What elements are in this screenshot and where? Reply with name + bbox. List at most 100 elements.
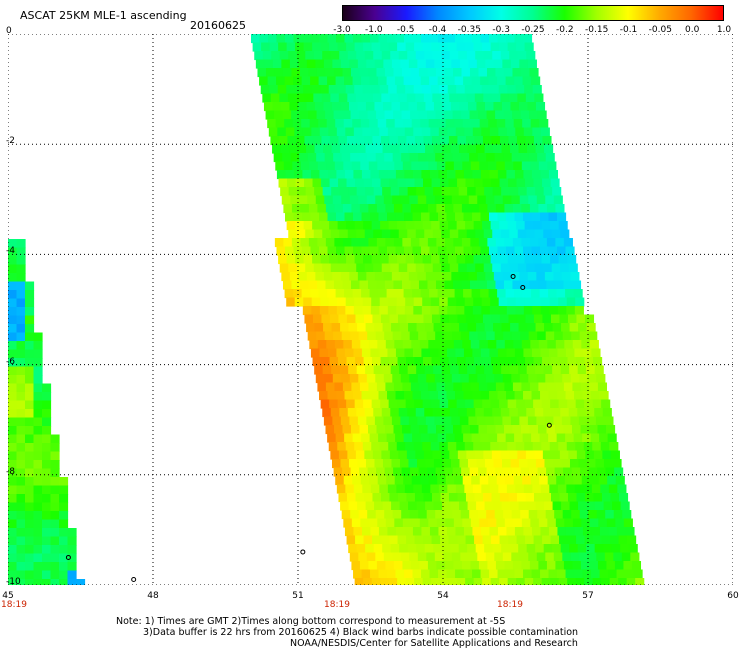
swath-cell — [456, 85, 466, 95]
swath-cell — [329, 255, 339, 265]
swath-cell — [465, 399, 475, 409]
swath-cell — [384, 68, 395, 78]
swath-cell — [531, 289, 541, 299]
swath-cell — [8, 434, 18, 444]
swath-cell — [523, 484, 533, 494]
swath-cell — [486, 110, 496, 120]
swath-cell — [16, 502, 26, 512]
swath-cell — [367, 153, 377, 163]
swath-cell — [489, 484, 499, 494]
swath-cell — [524, 221, 534, 231]
swath-cell — [444, 204, 454, 214]
swath-cell — [524, 85, 534, 95]
swath-cell — [590, 476, 600, 486]
swath-cell — [586, 501, 596, 511]
swath-cell — [16, 494, 26, 504]
swath-cell — [387, 348, 397, 358]
lon-tick-label: 57 — [582, 591, 594, 601]
swath-cell — [378, 433, 388, 443]
swath-cell — [366, 416, 376, 426]
swath-cell — [385, 425, 395, 435]
swath-cell — [326, 161, 336, 171]
swath-cell — [415, 408, 425, 418]
swath-cell — [16, 341, 26, 351]
swath-cell — [352, 289, 362, 299]
swath-cell — [304, 314, 314, 324]
swath-cell — [520, 68, 531, 78]
swath-cell — [362, 127, 372, 137]
swath-cell — [446, 527, 457, 537]
swath-cell — [488, 76, 498, 86]
swath-cell — [594, 408, 604, 418]
swath-cell — [373, 408, 383, 418]
swath-cell — [375, 510, 385, 520]
swath-cell — [421, 212, 431, 222]
swath-cell — [531, 170, 542, 180]
swath-cell — [435, 68, 446, 78]
swath-cell — [456, 42, 466, 52]
swath-cell — [434, 416, 444, 426]
swath-cell — [378, 569, 388, 579]
swath-cell — [378, 246, 388, 256]
lat-lon-grid — [8, 34, 733, 585]
swath-cell — [320, 221, 330, 231]
swath-cell — [59, 536, 69, 546]
swath-cell — [428, 476, 438, 486]
swath-cell — [464, 85, 474, 95]
swath-cell — [378, 76, 388, 86]
swath-cell — [574, 348, 584, 358]
swath-cell — [345, 442, 355, 452]
swath-cell — [508, 93, 518, 103]
swath-cell — [529, 425, 539, 435]
swath-cell — [414, 578, 424, 585]
swath-cell — [310, 34, 320, 44]
swath-cell — [416, 144, 426, 154]
swath-cell — [480, 34, 490, 44]
swath-cell — [574, 569, 584, 579]
swath-cell — [360, 161, 370, 171]
swath-cell — [441, 408, 451, 418]
swath-cell — [519, 552, 529, 562]
swath-cell — [325, 204, 335, 214]
swath-cell — [603, 544, 613, 554]
swath-cell — [499, 42, 509, 52]
swath-cell — [386, 476, 396, 486]
swath-cell — [364, 229, 374, 239]
swath-cell — [598, 518, 608, 528]
swath-cell — [470, 238, 480, 248]
swath-cell — [444, 425, 454, 435]
swath-cell — [452, 153, 462, 163]
swath-cell — [491, 93, 501, 103]
swath-cell — [393, 467, 403, 477]
swath-cell — [478, 280, 488, 290]
swath-cell — [584, 357, 594, 367]
swath-cell — [304, 136, 314, 146]
swath-cell — [8, 315, 18, 325]
swath-cell — [549, 484, 559, 494]
swath-cell — [341, 510, 351, 520]
swath-cell — [365, 323, 375, 333]
swath-cell — [373, 187, 383, 197]
swath-cell — [456, 442, 466, 452]
swath-cell — [42, 426, 52, 436]
swath-cell — [580, 467, 590, 477]
swath-cell — [319, 34, 329, 44]
swath-cell — [557, 306, 567, 316]
swath-cell — [371, 578, 381, 585]
swath-cell — [356, 187, 366, 197]
swath-cell — [274, 68, 284, 78]
colorbar-tick-label: -0.4 — [428, 25, 447, 35]
swath-cell — [504, 425, 514, 435]
swath-cell — [483, 408, 493, 418]
swath-cell — [472, 569, 482, 579]
swath-cell — [293, 212, 303, 222]
swath-cell — [492, 408, 502, 418]
swath-cell — [541, 255, 551, 265]
swath-cell — [307, 153, 317, 163]
swath-cell — [439, 399, 449, 409]
swath-cell — [388, 578, 398, 585]
swath-cell — [438, 348, 448, 358]
swath-cell — [434, 272, 444, 282]
swath-cell — [374, 323, 384, 333]
swath-cell — [291, 280, 301, 290]
